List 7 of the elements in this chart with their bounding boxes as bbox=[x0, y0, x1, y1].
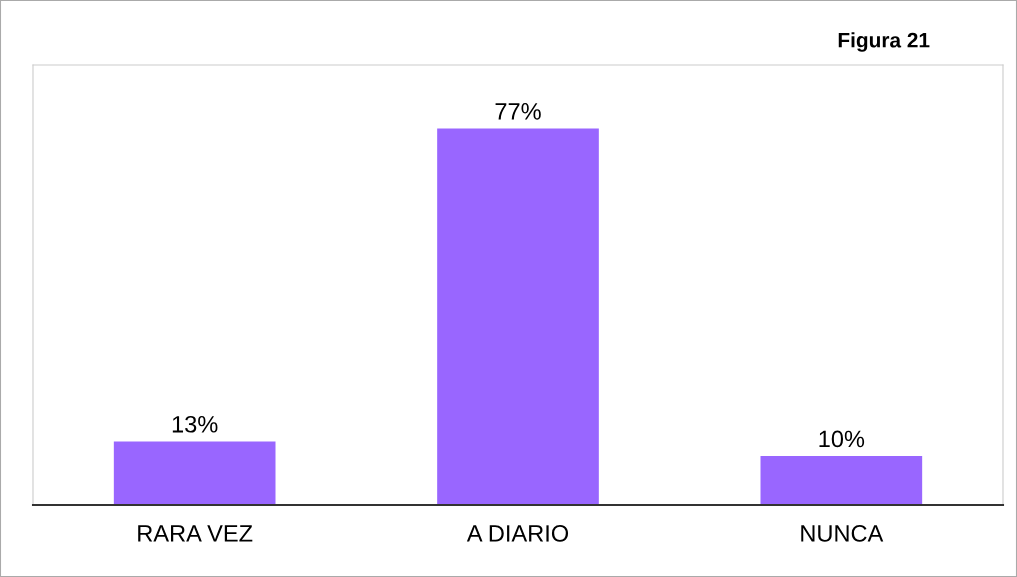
data-label: 10% bbox=[819, 430, 865, 448]
x-tick-label: A DIARIO bbox=[466, 525, 569, 542]
data-label: 13% bbox=[172, 415, 218, 433]
data-label: 77% bbox=[495, 103, 541, 120]
x-tick-label: RARA VEZ bbox=[138, 525, 253, 542]
x-tick-label: NUNCA bbox=[801, 525, 884, 542]
chart-title: Figura 21 bbox=[838, 32, 930, 52]
